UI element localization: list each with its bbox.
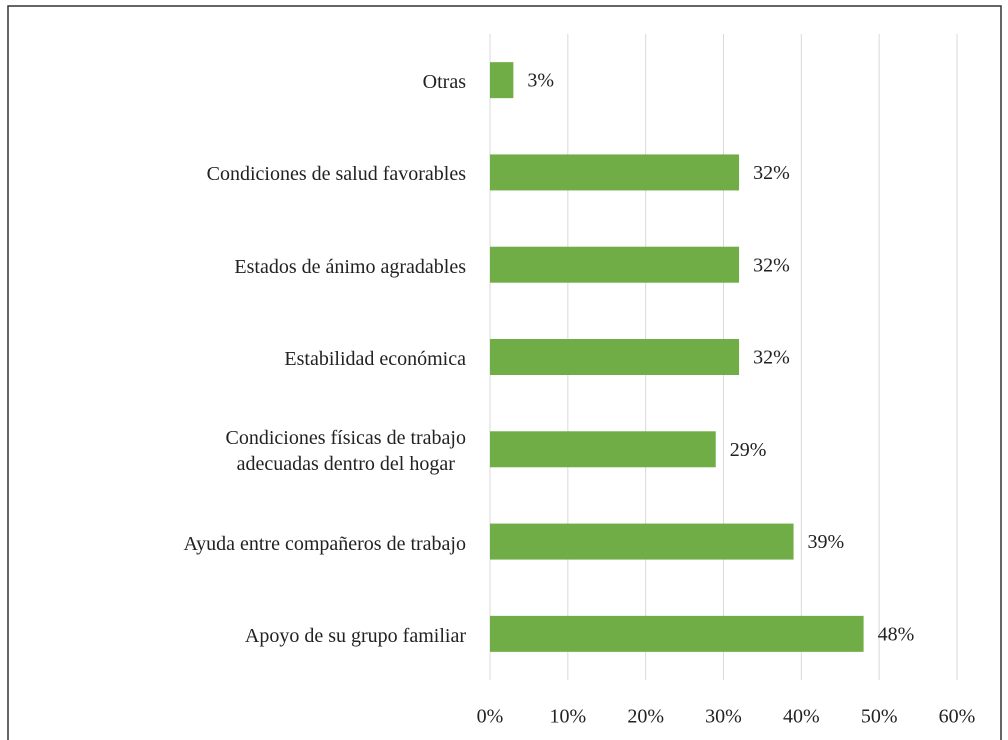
bar xyxy=(490,154,740,191)
x-tick-label: 20% xyxy=(627,706,664,728)
y-tick-label: Condiciones de salud favorables xyxy=(206,163,466,186)
value-label: 32% xyxy=(753,347,790,369)
y-tick-label: Ayuda entre compañeros de trabajo xyxy=(183,532,467,555)
x-tick-label: 0% xyxy=(477,706,504,728)
bar xyxy=(490,615,864,652)
bar xyxy=(490,62,514,99)
value-label: 32% xyxy=(753,162,790,184)
x-tick-label: 60% xyxy=(939,706,976,728)
y-tick-label: Condiciones físicas de trabajo adecuadas… xyxy=(225,427,467,476)
bar xyxy=(490,431,716,468)
frame xyxy=(7,5,1002,740)
y-tick-label: Estados de ánimo agradables xyxy=(234,255,466,278)
value-label: 29% xyxy=(730,439,767,461)
value-label: 39% xyxy=(808,531,845,553)
bar xyxy=(490,246,740,283)
x-tick-label: 50% xyxy=(861,706,898,728)
y-tick-label: Otras xyxy=(422,71,466,94)
y-tick-label: Apoyo de su grupo familiar xyxy=(244,624,466,647)
bar xyxy=(490,523,794,560)
value-label: 48% xyxy=(878,623,915,645)
x-tick-label: 10% xyxy=(549,706,586,728)
value-label: 3% xyxy=(527,70,554,92)
x-tick-label: 40% xyxy=(783,706,820,728)
x-tick-label: 30% xyxy=(705,706,742,728)
bar xyxy=(490,339,740,375)
value-label: 32% xyxy=(753,254,790,276)
y-tick-label: Estabilidad económica xyxy=(284,348,466,370)
